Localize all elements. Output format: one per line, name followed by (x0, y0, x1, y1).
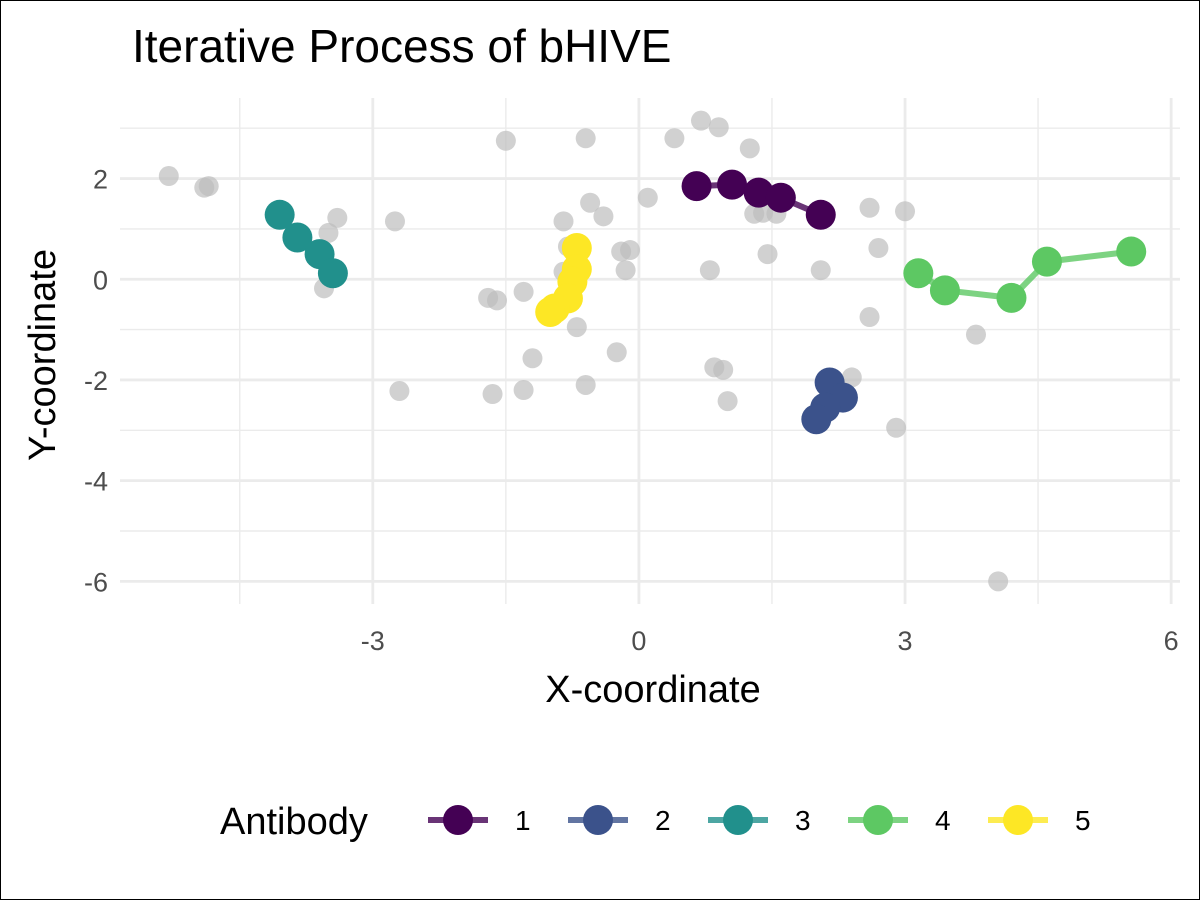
legend-item-4: 4 (848, 805, 951, 836)
y-tick-labels: -6 -4 -2 0 2 (84, 165, 108, 598)
legend-key-point (1003, 805, 1033, 835)
background-point (553, 211, 574, 232)
y-tick-label: 2 (93, 165, 108, 195)
background-point (841, 367, 862, 388)
background-point (593, 206, 614, 227)
background-point (868, 238, 889, 259)
y-tick-label: 0 (93, 265, 108, 295)
background-point (580, 192, 601, 213)
x-tick-label: 0 (631, 626, 646, 656)
y-tick-label: -2 (84, 366, 108, 396)
series-4-point (996, 282, 1027, 313)
background-point (495, 130, 516, 151)
series-4-point (1031, 246, 1062, 277)
major-gridlines (120, 98, 1180, 604)
legend-key-point (863, 805, 893, 835)
legend-label: 1 (515, 805, 531, 836)
legend-item-1: 1 (428, 805, 531, 836)
background-point (198, 176, 219, 197)
background-point (739, 138, 760, 159)
minor-gridlines (120, 98, 1180, 604)
background-point (486, 290, 507, 311)
background-point (620, 240, 641, 261)
y-tick-label: -6 (84, 567, 108, 597)
background-point (575, 374, 596, 395)
background-point (664, 128, 685, 149)
background-point (522, 348, 543, 369)
series-3-point (317, 258, 348, 289)
series-4-point (929, 275, 960, 306)
background-point (717, 391, 738, 412)
background-points (158, 110, 1009, 592)
background-point (691, 110, 712, 131)
background-point (566, 317, 587, 338)
chart-title: Iterative Process of bHIVE (132, 20, 671, 72)
background-point (810, 260, 831, 281)
background-point (615, 260, 636, 281)
background-point (713, 359, 734, 380)
background-point (513, 380, 534, 401)
series-1-point (681, 171, 712, 202)
legend-item-2: 2 (568, 805, 671, 836)
legend-key-point (443, 805, 473, 835)
y-tick-label: -4 (84, 467, 108, 497)
legend-items: 1 2 3 4 5 (428, 805, 1091, 836)
x-axis-title: X-coordinate (545, 669, 760, 711)
background-point (988, 571, 1009, 592)
series-5-point (561, 233, 592, 264)
background-point (384, 211, 405, 232)
background-point (606, 342, 627, 363)
background-point (708, 117, 729, 138)
legend-item-3: 3 (708, 805, 811, 836)
background-point (859, 307, 880, 328)
legend-label: 2 (655, 805, 671, 836)
legend: Antibody 1 2 3 4 5 (220, 801, 1091, 843)
background-point (513, 281, 534, 302)
background-point (757, 244, 778, 265)
background-point (699, 260, 720, 281)
legend-key-point (583, 805, 613, 835)
series-3-point (264, 199, 295, 230)
x-tick-label: 3 (898, 626, 913, 656)
legend-label: 4 (935, 805, 951, 836)
series-5-point (535, 296, 566, 327)
series-1-point (805, 199, 836, 230)
series-1-point (765, 182, 796, 213)
background-point (158, 166, 179, 187)
legend-label: 5 (1075, 805, 1091, 836)
series-3-point (282, 222, 313, 253)
background-point (895, 201, 916, 222)
y-axis-title: Y-coordinate (22, 249, 64, 461)
series-points (264, 169, 1147, 435)
x-tick-labels: -3 0 3 6 (361, 626, 1179, 656)
background-point (859, 197, 880, 218)
background-point (575, 128, 596, 149)
series-4-point (903, 258, 934, 289)
background-point (637, 187, 658, 208)
series-2-point (801, 404, 832, 435)
x-tick-label: -3 (361, 626, 385, 656)
legend-label: 3 (795, 805, 811, 836)
background-point (886, 417, 907, 438)
background-point (318, 222, 339, 243)
background-point (965, 324, 986, 345)
background-point (327, 207, 348, 228)
legend-item-5: 5 (988, 805, 1091, 836)
legend-title: Antibody (220, 801, 368, 843)
x-tick-label: 6 (1164, 626, 1179, 656)
background-point (482, 384, 503, 405)
series-4-point (1116, 236, 1147, 267)
series-1-point (717, 169, 748, 200)
legend-key-point (723, 805, 753, 835)
background-point (389, 381, 410, 402)
